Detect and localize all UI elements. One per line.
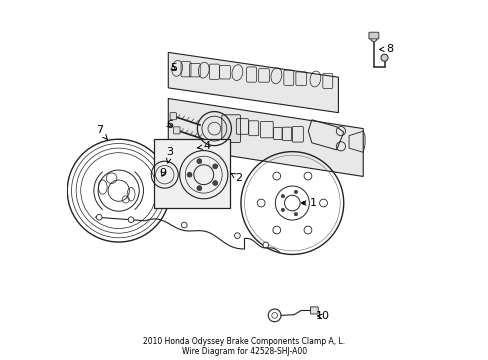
Circle shape (197, 159, 202, 164)
Circle shape (128, 217, 134, 222)
Circle shape (263, 242, 268, 248)
FancyBboxPatch shape (310, 307, 318, 314)
Text: 2: 2 (230, 173, 242, 183)
Polygon shape (168, 53, 338, 113)
Circle shape (212, 164, 217, 169)
Circle shape (281, 194, 284, 198)
Text: 9: 9 (159, 168, 166, 178)
FancyBboxPatch shape (368, 32, 378, 39)
Circle shape (294, 190, 297, 194)
Text: 6: 6 (165, 120, 172, 130)
Text: 5: 5 (170, 63, 177, 73)
Text: 4: 4 (197, 141, 210, 151)
Circle shape (380, 54, 387, 61)
Circle shape (302, 201, 305, 205)
Circle shape (234, 233, 240, 238)
FancyBboxPatch shape (173, 127, 180, 134)
Text: 3: 3 (166, 147, 173, 163)
FancyBboxPatch shape (154, 139, 230, 208)
Text: 1: 1 (301, 198, 317, 208)
Circle shape (187, 172, 192, 177)
Text: 10: 10 (315, 311, 329, 321)
FancyBboxPatch shape (222, 115, 240, 143)
FancyBboxPatch shape (170, 113, 176, 120)
Text: 2010 Honda Odyssey Brake Components Clamp A, L.
Wire Diagram for 42528-SHJ-A00: 2010 Honda Odyssey Brake Components Clam… (143, 337, 345, 356)
Circle shape (96, 215, 102, 220)
Text: 7: 7 (96, 125, 107, 140)
Circle shape (197, 186, 202, 191)
Polygon shape (168, 99, 363, 176)
Circle shape (181, 222, 187, 228)
Circle shape (281, 208, 284, 212)
Circle shape (212, 180, 217, 185)
Text: 8: 8 (379, 44, 392, 54)
Circle shape (294, 212, 297, 216)
